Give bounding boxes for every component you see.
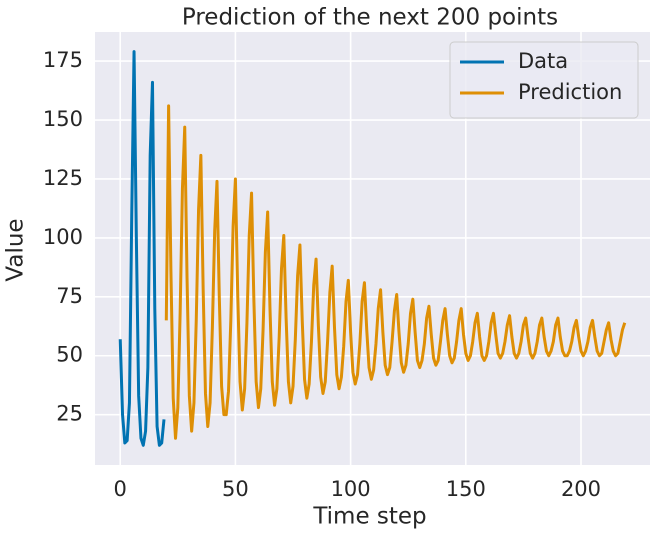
series-line [164, 104, 627, 440]
y-tick-label: 50 [56, 343, 83, 367]
legend: Data Prediction [449, 41, 639, 119]
legend-label: Prediction [518, 80, 622, 104]
chart-title: Prediction of the next 200 points [182, 5, 558, 31]
series-line [118, 50, 166, 447]
y-tick-label: 25 [56, 402, 83, 426]
y-tick-label: 150 [43, 107, 83, 131]
y-tick-label: 175 [43, 48, 83, 72]
x-tick-label: 100 [331, 477, 371, 501]
x-tick-label: 200 [561, 477, 601, 501]
y-tick-label: 125 [43, 166, 83, 190]
lines [118, 50, 627, 447]
y-tick-label: 75 [56, 284, 83, 308]
y-axis-label: Value [3, 218, 29, 281]
x-axis-label: Time step [312, 504, 426, 530]
legend-label: Data [518, 49, 568, 73]
y-tick-label: 100 [43, 225, 83, 249]
x-tick-label: 0 [114, 477, 127, 501]
x-tick-label: 150 [446, 477, 486, 501]
x-tick-label: 50 [222, 477, 249, 501]
